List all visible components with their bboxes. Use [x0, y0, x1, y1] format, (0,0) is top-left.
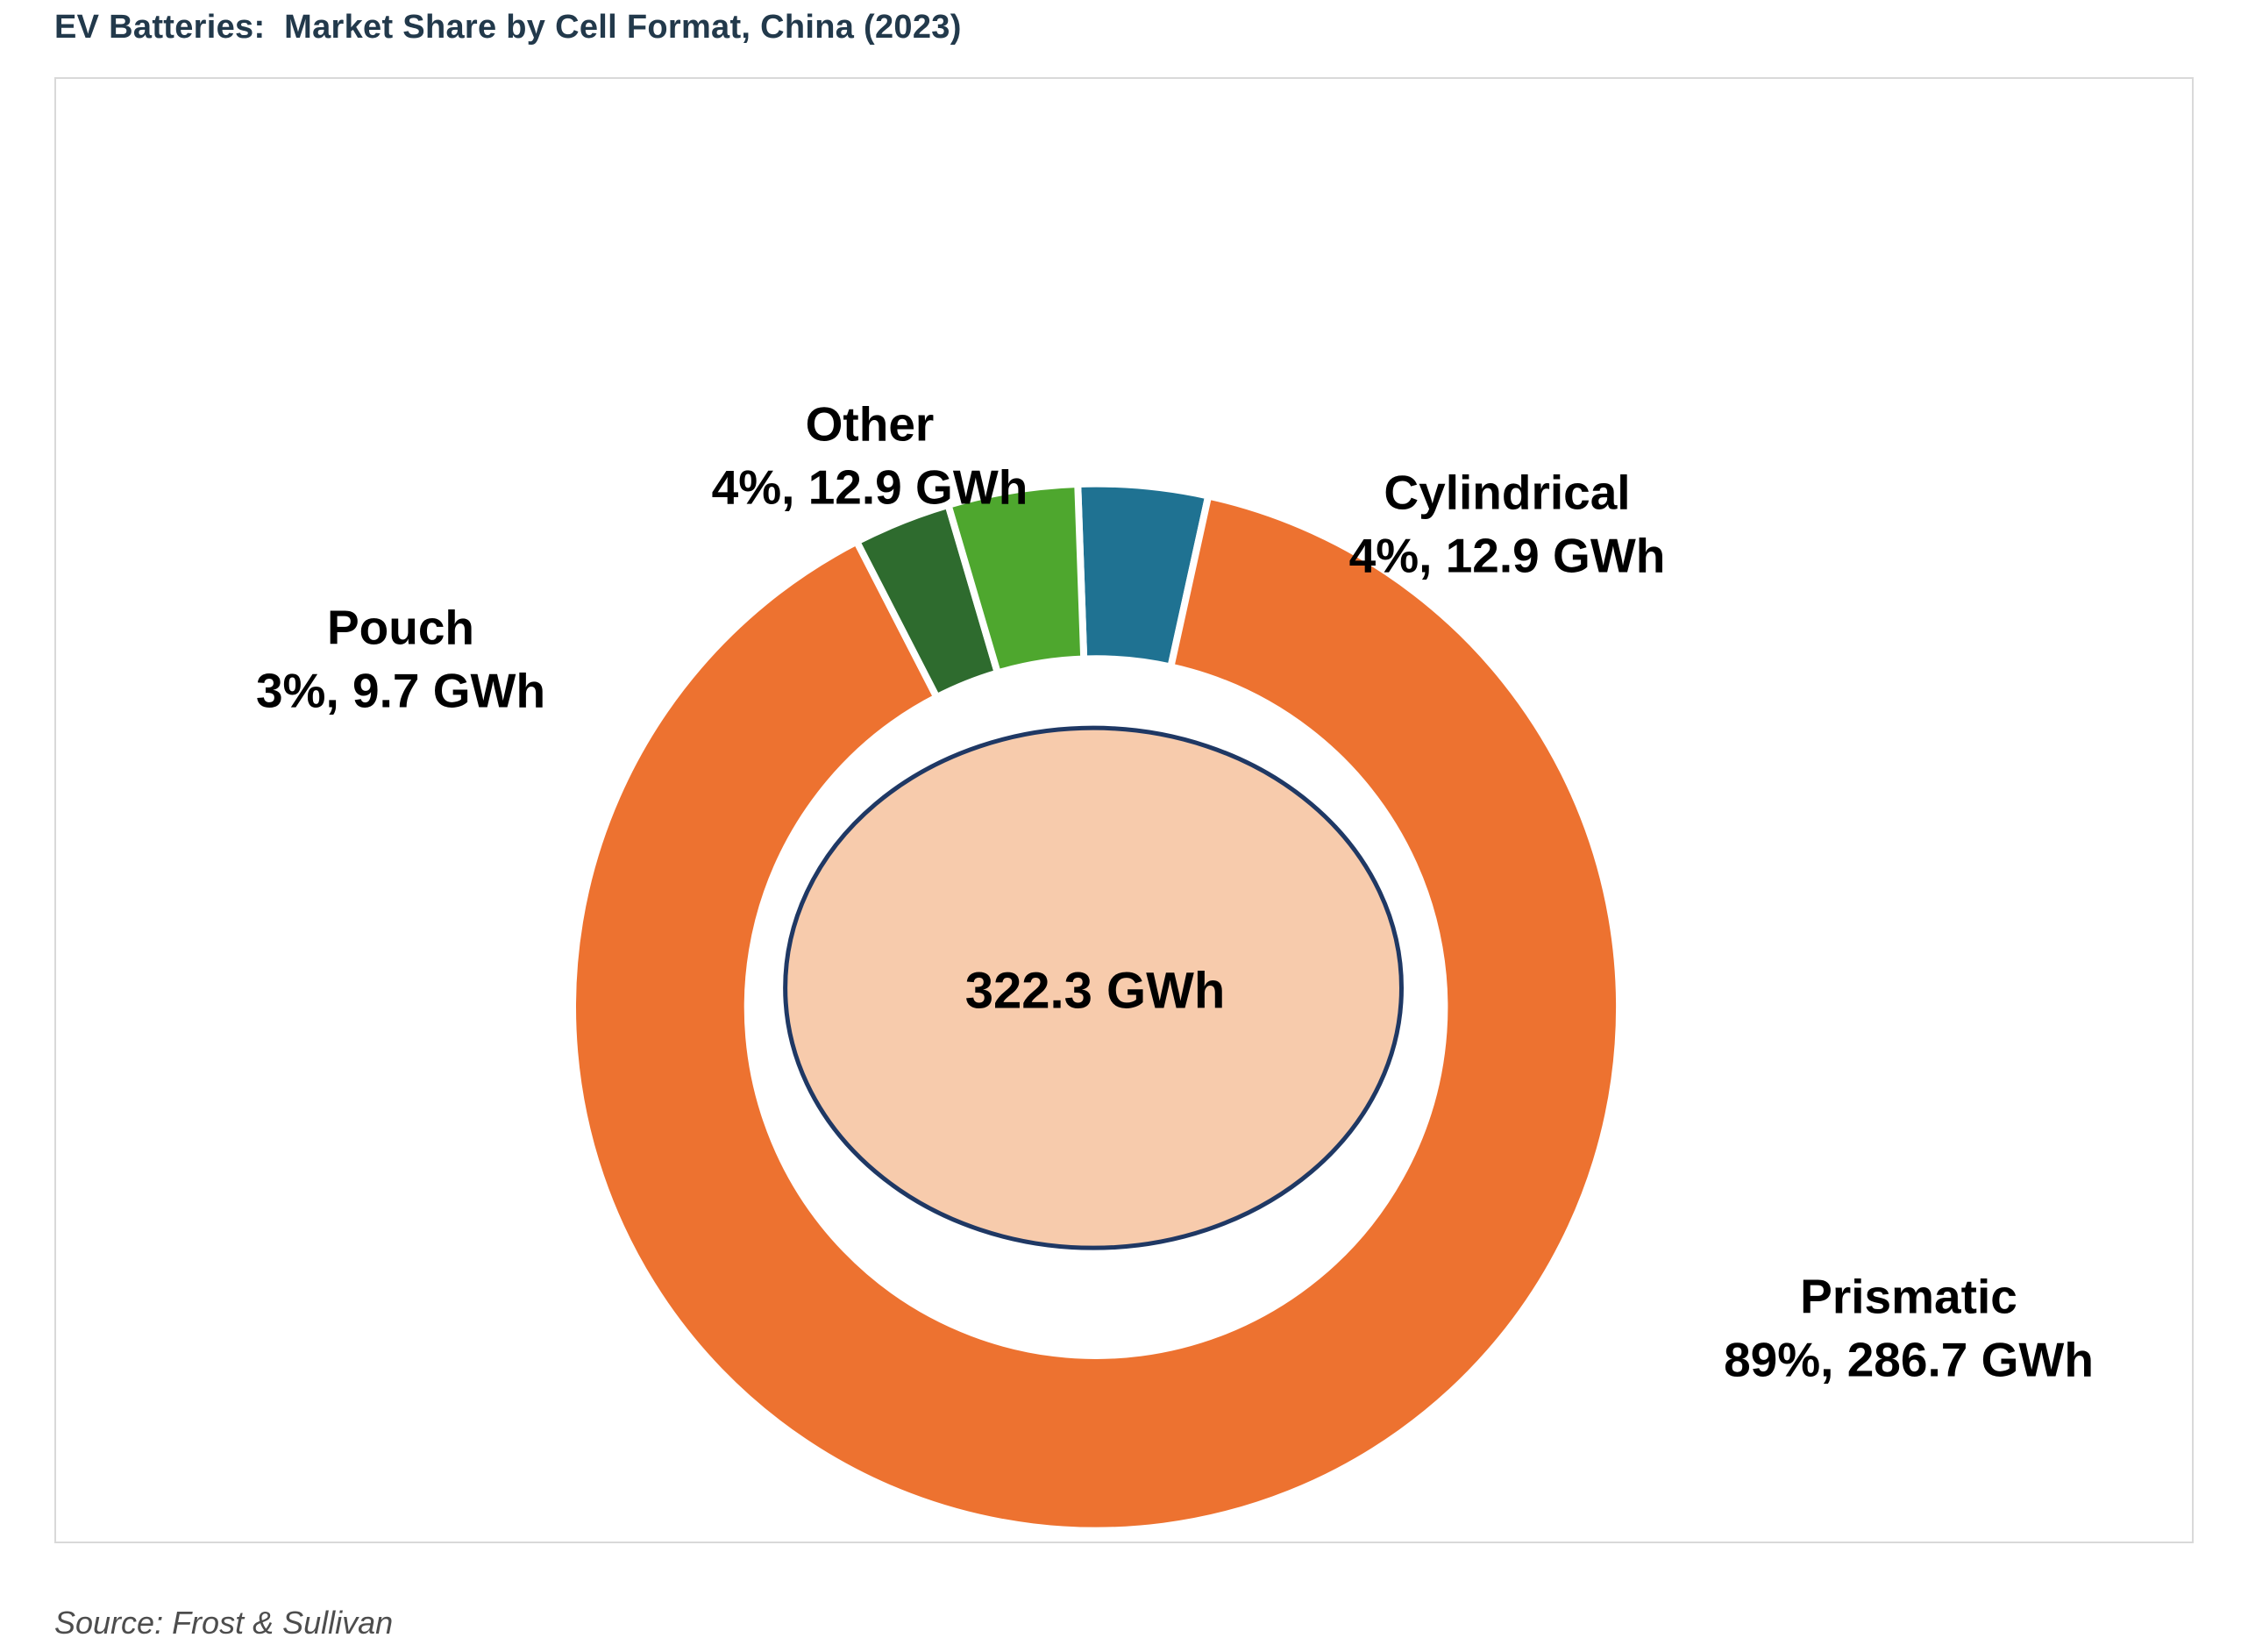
segment-label-value: 4%, 12.9 GWh [711, 459, 1028, 514]
label-prismatic: Prismatic 89%, 286.7 GWh [1724, 1266, 2094, 1392]
segment-label-name: Cylindrical [1384, 465, 1631, 520]
label-other: Other 4%, 12.9 GWh [712, 394, 1028, 519]
segment-label-name: Other [805, 396, 935, 452]
donut-chart [569, 480, 1624, 1535]
donut-segment-prismatic [569, 491, 1624, 1535]
segment-label-value: 3%, 9.7 GWh [255, 663, 546, 717]
donut-center-total: 322.3 GWh [964, 962, 1226, 1020]
segment-label-value: 4%, 12.9 GWh [1348, 528, 1666, 582]
label-pouch: Pouch 3%, 9.7 GWh [256, 597, 545, 723]
chart-title: EV Batteries: Market Share by Cell Forma… [54, 9, 962, 46]
chart-area: Other 4%, 12.9 GWh Cylindrical 4%, 12.9 … [54, 77, 2194, 1543]
label-cylindrical: Cylindrical 4%, 12.9 GWh [1349, 462, 1666, 587]
segment-label-name: Prismatic [1800, 1269, 2017, 1324]
donut-segment-other [943, 480, 1088, 678]
donut-inner-circle [783, 725, 1404, 1250]
source-note: Source: Frost & Sullivan [54, 1605, 394, 1641]
segment-label-name: Pouch [326, 600, 475, 655]
segment-label-value: 89%, 286.7 GWh [1724, 1332, 2094, 1386]
